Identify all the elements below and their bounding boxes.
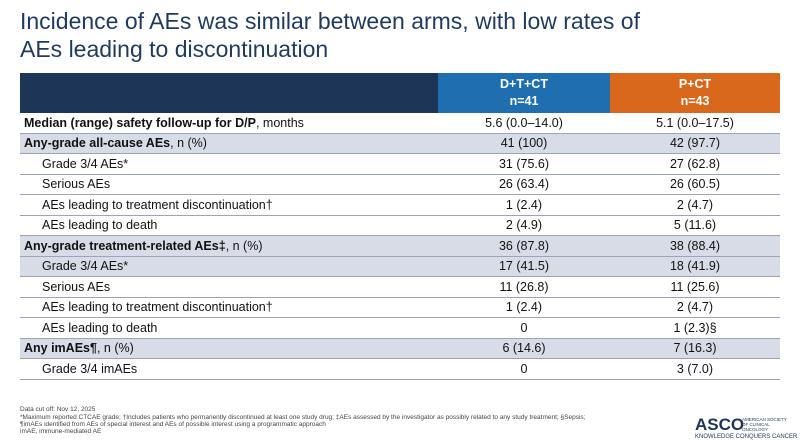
table-row: Grade 3/4 AEs* 31 (75.6) 27 (62.8) (20, 154, 780, 175)
value-cell: 11 (25.6) (670, 279, 720, 294)
value-cell: 36 (87.8) (498, 238, 550, 253)
table-row: Any-grade treatment-related AEs‡, n (%) 3… (20, 236, 780, 257)
row-label-suffix: , months (255, 115, 304, 130)
row-label-text: AEs leading to treatment discontinuation… (42, 197, 273, 212)
row-label: Serious AEs (42, 175, 110, 195)
row-label: Grade 3/4 imAEs (42, 359, 137, 379)
value-cell: 0 (520, 361, 528, 376)
row-label: Serious AEs (42, 277, 110, 297)
header-band (20, 73, 438, 113)
col-n: n=41 (509, 94, 539, 108)
row-label-text: AEs leading to death (42, 218, 158, 233)
table-row: Grade 3/4 imAEs 0 3 (7.0) (20, 359, 780, 380)
row-label-text: Serious AEs (42, 177, 111, 192)
row-label-text: AEs leading to treatment discontinuation… (42, 300, 273, 315)
row-label-suffix: , n (%) (225, 238, 263, 253)
row-label: AEs leading to treatment discontinuation… (42, 195, 273, 215)
value-cell: 6 (14.6) (502, 341, 546, 356)
footnote: Data cut off: Nov 12, 2025 (20, 406, 96, 413)
row-label-text: Grade 3/4 AEs* (42, 156, 129, 171)
value-cell: 1 (2.3)§ (673, 320, 717, 335)
row-label-text: Grade 3/4 AEs* (42, 259, 129, 274)
row-label: Grade 3/4 AEs* (42, 154, 128, 174)
footnote: *Maximum reported CTCAE grade; †Includes… (20, 414, 586, 421)
value-cell: 42 (97.7) (669, 136, 721, 151)
value-cell: 7 (16.3) (673, 341, 717, 356)
row-label: Any imAEs¶, n (%) (24, 339, 134, 359)
value-cell: 11 (26.8) (499, 279, 549, 294)
value-cell: 26 (60.5) (669, 177, 721, 192)
row-label: Any-grade all-cause AEs, n (%) (24, 134, 207, 154)
table-row: Median (range) safety follow-up for D/P,… (20, 113, 780, 134)
row-label-suffix: , n (%) (170, 136, 207, 151)
value-cell: 26 (63.4) (498, 177, 550, 192)
row-label: Any-grade treatment-related AEs‡, n (%) (24, 236, 263, 256)
table-row: Grade 3/4 AEs* 17 (41.5) 18 (41.9) (20, 256, 780, 277)
value-cell: 18 (41.9) (669, 259, 721, 274)
col-name: P+CT (678, 77, 712, 91)
value-cell: 5 (11.6) (673, 218, 717, 233)
col-n: n=43 (680, 94, 710, 108)
row-label: AEs leading to death (42, 318, 157, 338)
value-cell: 2 (4.7) (676, 300, 714, 315)
logo-org: AMERICAN SOCIETY OF CLINICAL ONCOLOGY (742, 417, 787, 432)
row-label: AEs leading to treatment discontinuation… (42, 298, 273, 318)
table-row: Any-grade all-cause AEs, n (%) 41 (100) 42… (20, 133, 780, 154)
value-cell: 2 (4.7) (676, 197, 714, 212)
col-header: P+CT n=43 (610, 76, 780, 110)
col-header: D+T+CT n=41 (438, 76, 610, 110)
table-row: AEs leading to death 2 (4.9) 5 (11.6) (20, 215, 780, 236)
row-label-text: Grade 3/4 imAEs (42, 361, 138, 376)
value-cell: 0 (520, 320, 528, 335)
col-header-bg (610, 73, 780, 113)
logo-tagline: KNOWLEDGE CONQUERS CANCER (695, 434, 798, 440)
value-cell: 1 (2.4) (505, 300, 543, 315)
value-cell: 17 (41.5) (498, 259, 550, 274)
value-cell: 31 (75.6) (498, 156, 550, 171)
row-label-text: Median (range) safety follow-up for D/P (24, 115, 256, 130)
title-line: AEs leading to discontinuation (20, 36, 329, 62)
value-cell: 2 (4.9) (505, 218, 543, 233)
table-row: Serious AEs 26 (63.4) 26 (60.5) (20, 174, 780, 195)
value-cell: 3 (7.0) (676, 361, 714, 376)
col-name: D+T+CT (500, 77, 548, 91)
row-label-suffix: , n (%) (96, 341, 134, 356)
table-row: Any imAEs¶, n (%) 6 (14.6) 7 (16.3) (20, 338, 780, 359)
value-cell: 38 (88.4) (669, 238, 721, 253)
row-label-text: Serious AEs (42, 279, 111, 294)
table-row: AEs leading to death 0 1 (2.3)§ (20, 318, 780, 339)
table-row: AEs leading to treatment discontinuation… (20, 297, 780, 318)
table-row: AEs leading to treatment discontinuation… (20, 195, 780, 216)
logo-name: ASCO (695, 415, 745, 434)
row-label-text: Any-grade treatment-related AEs‡ (24, 238, 226, 253)
row-label-text: Any imAEs¶ (24, 341, 97, 356)
value-cell: 1 (2.4) (505, 197, 543, 212)
value-cell: 41 (100) (500, 136, 548, 151)
footnote: ¶imAEs identified from AEs of special in… (20, 421, 326, 428)
title-line: Incidence of AEs was similar between arm… (20, 8, 640, 34)
row-label-text: AEs leading to death (42, 320, 158, 335)
row-label: Median (range) safety follow-up for D/P,… (24, 113, 304, 133)
table-row: Serious AEs 11 (26.8) 11 (25.6) (20, 277, 780, 298)
col-header-bg (438, 73, 610, 113)
value-cell: 5.6 (0.0–14.0) (485, 115, 563, 130)
row-label-text: Any-grade all-cause AEs (24, 136, 171, 151)
row-label: Grade 3/4 AEs* (42, 257, 128, 277)
row-label: AEs leading to death (42, 216, 157, 236)
value-cell: 5.1 (0.0–17.5) (656, 115, 734, 130)
footnote: imAE, immune-mediated AE (20, 428, 102, 435)
value-cell: 27 (62.8) (669, 156, 721, 171)
